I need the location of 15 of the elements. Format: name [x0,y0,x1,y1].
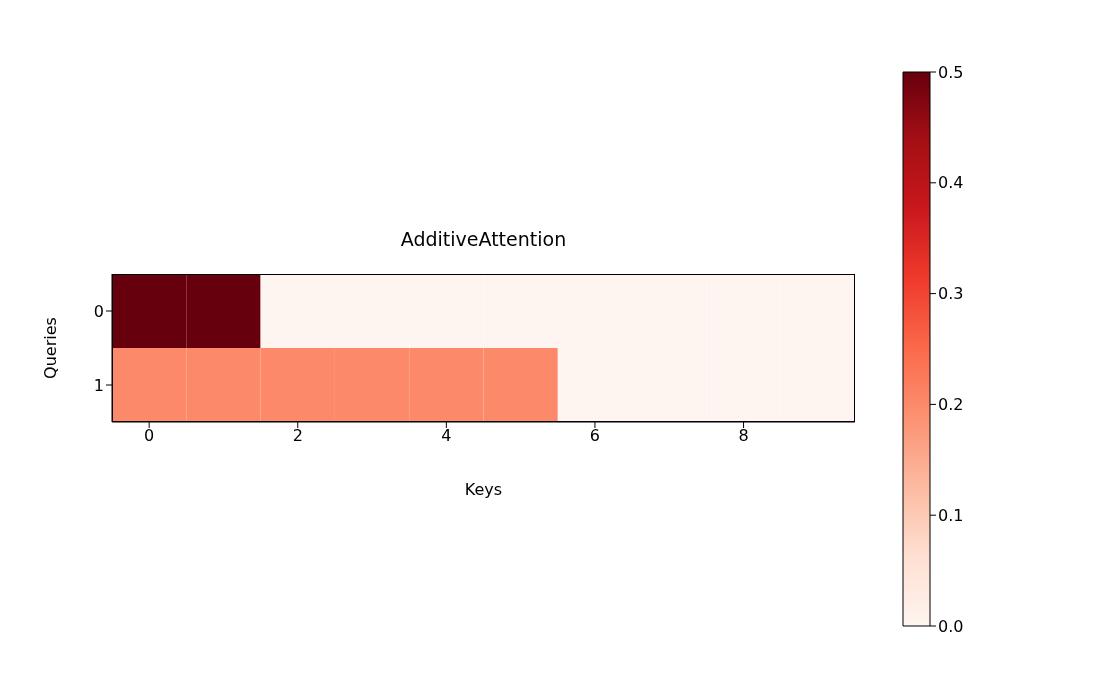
chart-title: AdditiveAttention [399,228,568,250]
color-bar-label: 0.1 [938,505,964,525]
x-tick-label: 6 [589,426,601,446]
color-bar-label: 0.2 [938,395,964,415]
x-tick-label: 2 [292,426,303,446]
x-tick-label: 4 [441,426,452,446]
color-bar-label: 0.0 [938,616,964,636]
y-axis-title: Queries [40,317,60,379]
color-bar-label: 0.4 [938,173,964,193]
y-tick-label: 1 [93,375,104,395]
x-axis-title: Keys [463,480,504,499]
x-tick-label: 0 [144,426,155,446]
x-tick-label: 8 [738,426,749,446]
color-bar-label: 0.5 [938,62,964,82]
color-bar-label: 0.3 [938,284,964,304]
